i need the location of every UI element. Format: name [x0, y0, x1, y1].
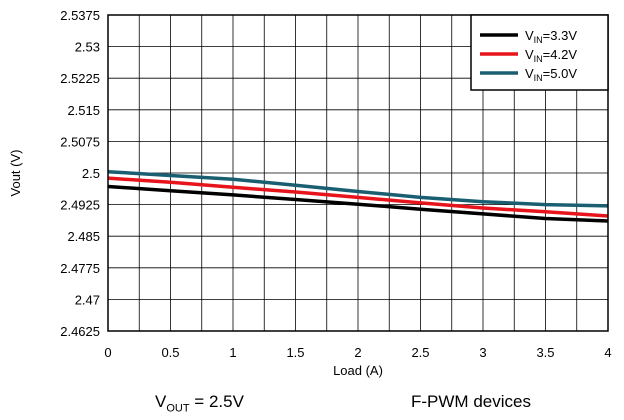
legend-label: VIN=5.0V: [525, 66, 577, 83]
plot-frame: [107, 14, 609, 332]
y-tick-label: 2.485: [67, 229, 100, 244]
y-tick-label: 2.4925: [60, 198, 100, 213]
y-tick-label: 2.4775: [60, 261, 100, 276]
x-tick-labels: 0 0.5 1 1.5 2 2.5 3 3.5 4: [104, 345, 611, 360]
y-tick-label: 2.4625: [60, 324, 100, 339]
x-tick-label: 1.5: [286, 345, 304, 360]
legend-label: VIN=3.3V: [525, 28, 577, 45]
legend-label: VIN=4.2V: [525, 47, 577, 64]
vout-caption-sub: OUT: [166, 402, 190, 415]
x-axis-title: Load (A): [333, 363, 383, 378]
series-lines: [107, 169, 609, 223]
vout-caption: VOUT = 2.5V: [155, 392, 244, 414]
y-tick-labels: 2.5375 2.53 2.5225 2.515 2.5075 2.5 2.4925 2.48…: [60, 8, 100, 339]
y-tick-label: 2.5375: [60, 8, 100, 23]
y-tick-label: 2.47: [75, 292, 100, 307]
series-line: [107, 184, 609, 223]
y-tick-label: 2.515: [67, 103, 100, 118]
vout-caption-main: V: [155, 392, 167, 411]
y-axis-title: Vout (V): [8, 150, 23, 197]
y-tick-label: 2.53: [75, 40, 100, 55]
x-tick-label: 0.5: [161, 345, 179, 360]
series-line: [107, 176, 609, 218]
x-tick-label: 2.5: [411, 345, 429, 360]
x-tick-label: 0: [104, 345, 111, 360]
legend: VIN=3.3V VIN=4.2V VIN=5.0V: [470, 14, 609, 91]
y-tick-label: 2.5225: [60, 71, 100, 86]
x-tick-label: 2: [354, 345, 361, 360]
vout-caption-rest: = 2.5V: [189, 392, 244, 411]
y-tick-label: 2.5075: [60, 134, 100, 149]
x-tick-label: 1: [229, 345, 236, 360]
x-tick-label: 4: [604, 345, 611, 360]
x-tick-label: 3: [479, 345, 486, 360]
y-tick-label: 2.5: [82, 166, 100, 181]
x-tick-label: 3.5: [536, 345, 554, 360]
series-line: [107, 169, 609, 208]
device-caption: F-PWM devices: [411, 392, 531, 411]
